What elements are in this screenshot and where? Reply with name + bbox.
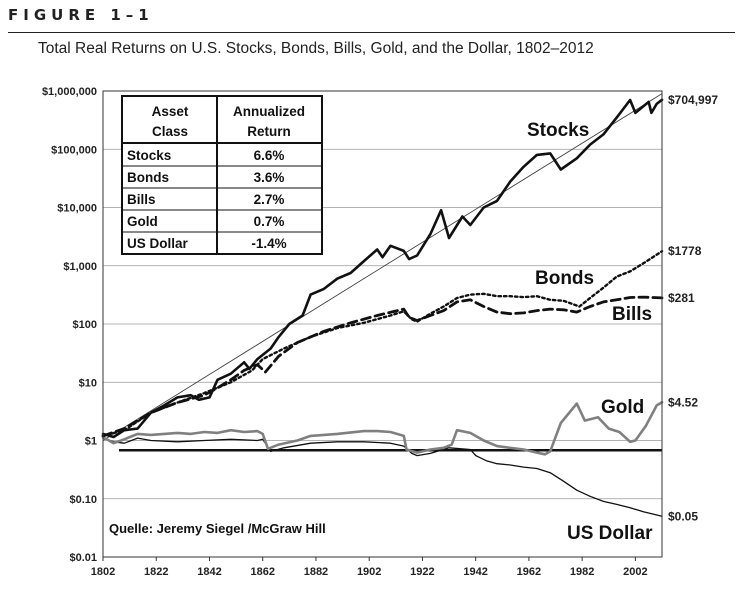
table-cell-asset: Bills: [127, 192, 156, 207]
table-cell-asset: Stocks: [127, 148, 171, 163]
x-tick-label: 1882: [304, 566, 328, 578]
x-tick-label: 1942: [463, 566, 487, 578]
plot-frame: [102, 90, 663, 558]
y-tick-label: $1,000: [63, 261, 97, 273]
y-tick-label: $0.10: [69, 494, 97, 506]
x-tick-label: 1842: [197, 566, 221, 578]
table-header-return: Annualized: [233, 104, 305, 119]
x-tick-label: 1862: [250, 566, 274, 578]
series-line-bonds: [101, 250, 664, 438]
x-axis-ticks: 1802 1822 1842 1862 1882 1902 1922 1942 1962 1982…: [91, 557, 648, 578]
label-gold: Gold: [601, 397, 644, 418]
y-tick-label: $100,000: [51, 144, 97, 156]
x-tick-label: 1922: [410, 566, 434, 578]
series-line-bills: [101, 295, 664, 438]
label-us-dollar: US Dollar: [567, 523, 653, 544]
table-cell-asset: US Dollar: [127, 236, 189, 251]
x-tick-label: 1802: [91, 566, 115, 578]
y-axis-ticks: $1,000,000 $100,000 $10,000 $1,000 $100 $10 $1…: [42, 86, 97, 564]
y-tick-label: $10,000: [57, 203, 97, 215]
end-labels: $704,997 $1778 $281 $4.52 $0.05: [668, 93, 718, 523]
y-tick-label: $1,000,000: [42, 86, 97, 98]
table-cell-return: 3.6%: [254, 170, 285, 185]
y-tick-label: $100: [73, 319, 97, 331]
label-bills: Bills: [612, 304, 652, 325]
series-line-gold: [101, 401, 664, 456]
series-lines: [101, 93, 664, 517]
x-tick-label: 1962: [517, 566, 541, 578]
series-line-stocks: [101, 98, 664, 439]
table-cell-return: -1.4%: [251, 236, 286, 251]
label-bonds: Bonds: [535, 268, 594, 289]
end-label-us-dollar: $0.05: [668, 509, 698, 523]
table-frame: [121, 95, 323, 255]
table-cell-return: 2.7%: [254, 192, 285, 207]
x-tick-label: 2002: [623, 566, 647, 578]
x-tick-label: 1902: [357, 566, 381, 578]
x-tick-label: 1982: [570, 566, 594, 578]
returns-table: Asset Class Annualized Return Stocks 6.6…: [121, 95, 323, 255]
source-note: Quelle: Jeremy Siegel /McGraw Hill: [109, 521, 326, 536]
x-tick-label: 1822: [144, 566, 168, 578]
figure-title: Total Real Returns on U.S. Stocks, Bonds…: [38, 40, 594, 57]
end-label-bonds: $1778: [668, 244, 702, 258]
y-tick-label: $10: [79, 377, 97, 389]
label-stocks: Stocks: [527, 120, 589, 141]
figure-rule: [8, 32, 735, 33]
end-label-gold: $4.52: [668, 395, 698, 409]
table-cell-return: 0.7%: [254, 214, 285, 229]
table-header-asset: Asset: [152, 104, 189, 119]
table-cell-asset: Gold: [127, 214, 158, 229]
stocks-trendline: [102, 93, 663, 441]
table-cell-return: 6.6%: [254, 148, 285, 163]
figure-label: FIGURE 1–1: [8, 6, 154, 24]
y-tick-label: $1: [85, 436, 97, 448]
series-line-us-dollar: [102, 437, 663, 517]
y-tick-label: $0.01: [69, 552, 97, 564]
end-label-bills: $281: [668, 291, 695, 305]
end-label-stocks: $704,997: [668, 93, 718, 107]
table-cell-asset: Bonds: [127, 170, 169, 185]
table-header-asset: Class: [152, 124, 188, 139]
table-header-return: Return: [247, 124, 291, 139]
